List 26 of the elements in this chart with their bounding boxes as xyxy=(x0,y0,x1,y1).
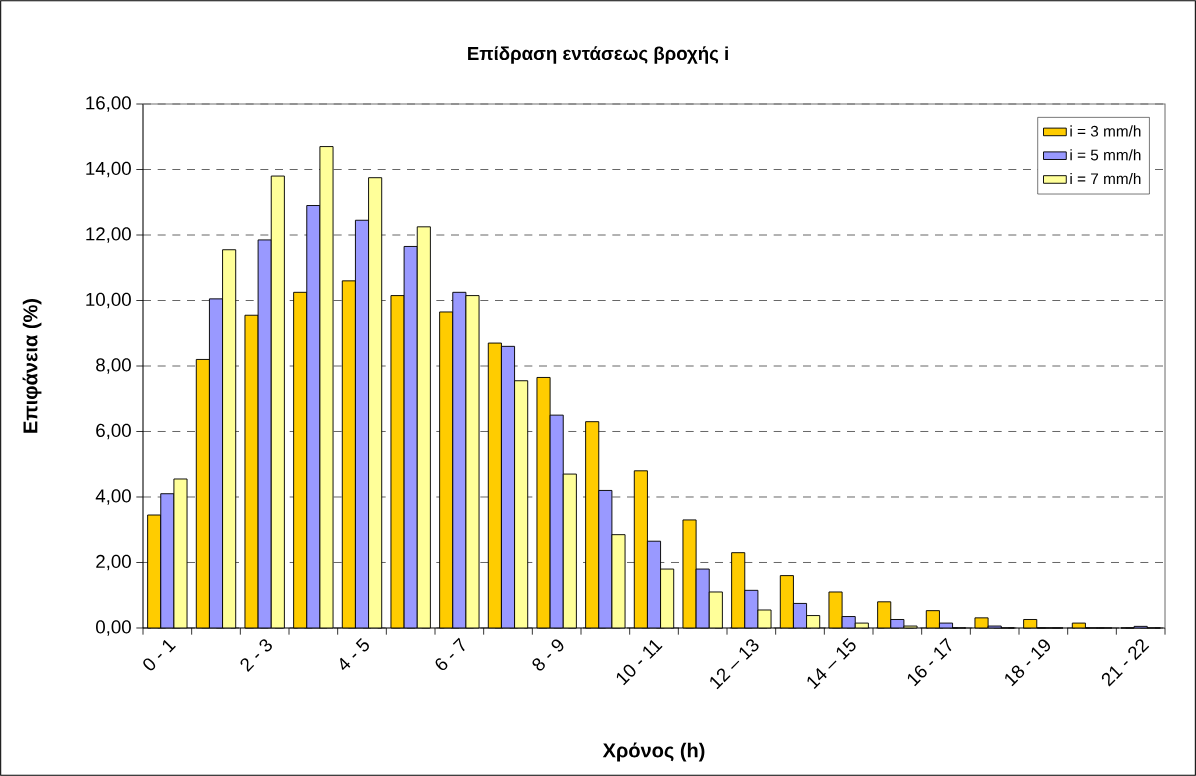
y-tick-label: 4,00 xyxy=(95,489,131,505)
x-tick-label: 16 - 17 xyxy=(907,637,952,687)
x-tick-label: 2 - 3 xyxy=(240,639,272,672)
x-tick-label: 4 - 5 xyxy=(340,638,369,671)
chart-title: Επίδραση εντάσεως βροχής i xyxy=(468,46,728,64)
x-tick-label: 8 - 9 xyxy=(532,639,564,671)
y-tick-label: 10,00 xyxy=(86,292,131,309)
y-tick-label: 8,00 xyxy=(96,358,131,374)
y-tick-label: 6,00 xyxy=(96,423,131,440)
x-tick-label: 12 – 13 xyxy=(710,639,759,690)
legend-label: i = 3 mm/h xyxy=(1070,125,1141,137)
y-tick-label: 0,00 xyxy=(96,620,131,636)
legend-label: i = 7 mm/h xyxy=(1070,172,1141,185)
x-tick-label: 6 - 7 xyxy=(435,637,465,671)
x-tick-label: 21 - 22 xyxy=(1101,639,1150,687)
y-axis-title: Επιφάνεια (%) xyxy=(22,299,42,433)
y-tick-label: 2,00 xyxy=(96,554,131,571)
x-tick-label: 10 - 11 xyxy=(616,639,663,686)
x-tick-label: 14 – 15 xyxy=(807,638,856,690)
y-tick-label: 16,00 xyxy=(86,96,131,112)
legend-label: i = 5 mm/h xyxy=(1070,149,1141,161)
y-tick-label: 12,00 xyxy=(86,227,131,243)
x-tick-label: 0 - 1 xyxy=(143,639,176,671)
y-tick-label: 14,00 xyxy=(86,161,131,178)
x-axis-title: Χρόνος (h) xyxy=(602,742,705,762)
x-tick-label: 18 - 19 xyxy=(1005,639,1051,687)
